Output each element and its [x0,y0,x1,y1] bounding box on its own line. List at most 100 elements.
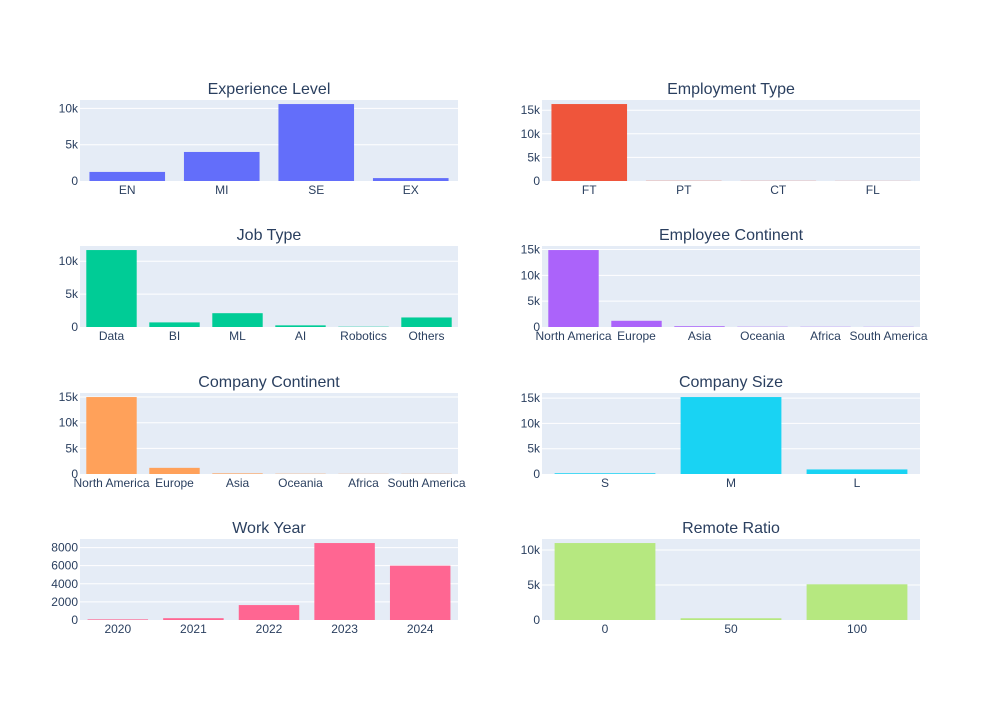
x-tick-label: Europe [155,476,194,490]
bar-ai [275,325,325,327]
bar-europe [611,321,661,327]
subplot-title: Job Type [237,227,302,244]
x-tick-label: PT [676,183,692,197]
y-tick-label: 4000 [51,577,78,591]
x-tick-label: 50 [724,622,738,636]
y-tick-label: 5k [65,441,79,455]
y-tick-label: 0 [533,467,540,481]
y-tick-label: 10k [521,416,541,430]
bar-ml [212,313,262,327]
x-tick-label: Europe [617,329,656,343]
y-tick-label: 10k [521,127,541,141]
x-tick-label: Africa [348,476,379,490]
x-tick-label: 0 [602,622,609,636]
subplot-remote-ratio: 0 5k 10k 0 50 100 Remote Ratio [521,520,920,636]
bar-s [555,473,656,474]
y-tick-label: 15k [59,390,79,404]
bar-bi [149,322,199,327]
bar-2020 [88,619,148,620]
y-tick-label: 5k [527,294,541,308]
y-tick-label: 10k [521,268,541,282]
bar-50 [681,618,782,620]
x-tick-label: L [854,476,861,490]
y-tick-label: 10k [59,101,79,115]
x-tick-label: M [726,476,736,490]
x-tick-label: 2023 [331,622,358,636]
subplot-work-year: 0 2000 4000 6000 8000 2020 2021 2022 2023 2024 Wor… [51,520,458,636]
x-tick-label: BI [169,329,180,343]
bar-asia [674,326,724,327]
x-tick-label: AI [295,329,306,343]
bar-ex [373,178,449,181]
bar-se [278,104,354,181]
x-tick-label: CT [770,183,787,197]
y-tick-label: 0 [71,174,78,188]
x-tick-label: FL [866,183,880,197]
y-tick-label: 5k [65,287,79,301]
x-tick-label: ML [229,329,246,343]
subplot-title: Work Year [232,520,306,537]
bar-north-america [86,397,136,474]
x-tick-label: 2020 [104,622,131,636]
subplot-title: Employee Continent [659,227,804,244]
plot-area [80,100,458,181]
y-tick-label: 2000 [51,595,78,609]
bar-m [681,397,782,474]
x-tick-label: Others [408,329,444,343]
x-tick-label: Oceania [740,329,785,343]
x-tick-label: SE [308,183,324,197]
x-tick-label: S [601,476,609,490]
bar-mi [184,152,260,181]
subplot-title: Company Continent [198,374,340,391]
x-tick-label: Data [99,329,125,343]
x-tick-label: North America [73,476,149,490]
y-tick-label: 5k [527,578,541,592]
bar-2023 [314,543,374,620]
y-tick-label: 0 [71,320,78,334]
y-tick-label: 15k [521,103,541,117]
bar-2024 [390,566,450,620]
x-tick-label: Asia [226,476,250,490]
x-tick-label: Robotics [340,329,387,343]
y-tick-label: 10k [59,416,79,430]
y-tick-label: 0 [71,613,78,627]
bar-asia [212,473,262,474]
x-tick-label: FT [582,183,597,197]
bar-100 [807,584,908,620]
x-tick-label: 2022 [256,622,283,636]
y-tick-label: 6000 [51,559,78,573]
x-tick-label: Asia [688,329,712,343]
bar-europe [149,468,199,474]
y-tick-label: 15k [521,243,541,257]
y-tick-label: 5k [527,442,541,456]
subplot-job-type: 0 5k 10k Data BI ML AI Robotics Others Job Type [59,227,458,343]
x-tick-label: 100 [847,622,867,636]
x-tick-label: EX [403,183,419,197]
subplot-title: Employment Type [667,81,795,98]
y-tick-label: 0 [533,613,540,627]
y-tick-label: 10k [521,543,541,557]
x-tick-label: 2024 [407,622,434,636]
bar-ft [551,104,627,181]
subplot-title: Company Size [679,374,783,391]
x-tick-label: South America [849,329,927,343]
bar-data [86,250,136,327]
x-tick-label: North America [535,329,611,343]
x-tick-label: Oceania [278,476,323,490]
y-tick-label: 8000 [51,541,78,555]
x-tick-label: South America [387,476,465,490]
x-tick-label: Africa [810,329,841,343]
y-tick-label: 5k [527,150,541,164]
bar-2021 [163,618,223,620]
bar-l [807,469,908,474]
y-tick-label: 10k [59,254,79,268]
x-tick-label: 2021 [180,622,207,636]
subplot-title: Remote Ratio [682,520,780,537]
bar-0 [555,543,656,620]
bar-en [89,172,165,181]
